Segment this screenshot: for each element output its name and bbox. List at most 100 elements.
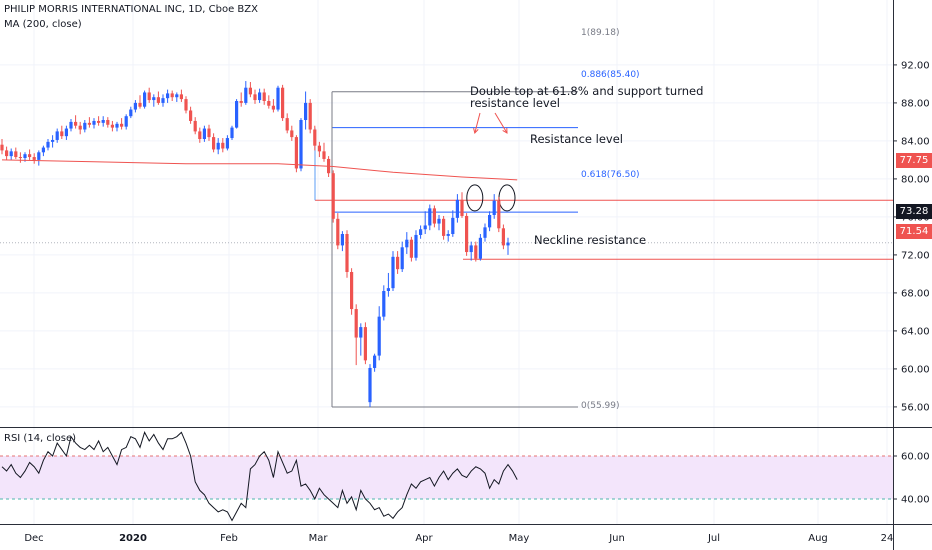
candle-body[interactable] bbox=[189, 110, 193, 121]
double-top-annotation-line2[interactable]: resistance level bbox=[470, 96, 560, 110]
candle-body[interactable] bbox=[14, 151, 18, 158]
candle-body[interactable] bbox=[212, 137, 216, 150]
candle-body[interactable] bbox=[340, 234, 344, 246]
candle-body[interactable] bbox=[382, 291, 386, 317]
candle-body[interactable] bbox=[336, 218, 340, 246]
candle-body[interactable] bbox=[175, 94, 179, 98]
candle-body[interactable] bbox=[179, 94, 183, 100]
candle-body[interactable] bbox=[377, 316, 381, 356]
candle-body[interactable] bbox=[258, 92, 262, 101]
candle-body[interactable] bbox=[267, 101, 271, 106]
candle-body[interactable] bbox=[69, 121, 73, 129]
candle-body[interactable] bbox=[451, 217, 455, 235]
neckline-annotation[interactable]: Neckline resistance bbox=[534, 233, 647, 247]
candle-body[interactable] bbox=[290, 130, 294, 138]
candle-body[interactable] bbox=[492, 200, 496, 216]
candle-body[interactable] bbox=[97, 120, 101, 123]
candle-body[interactable] bbox=[37, 152, 41, 160]
candle-body[interactable] bbox=[106, 120, 110, 125]
candle-body[interactable] bbox=[497, 200, 501, 229]
candle-body[interactable] bbox=[202, 128, 206, 140]
candle-body[interactable] bbox=[51, 139, 55, 142]
candle-body[interactable] bbox=[244, 87, 248, 103]
candle-body[interactable] bbox=[331, 173, 335, 219]
candle-body[interactable] bbox=[248, 87, 252, 95]
candle-body[interactable] bbox=[304, 102, 308, 121]
candle-body[interactable] bbox=[363, 327, 367, 361]
candle-body[interactable] bbox=[138, 102, 142, 107]
candle-body[interactable] bbox=[313, 129, 317, 146]
candle-body[interactable] bbox=[271, 105, 275, 110]
candle-body[interactable] bbox=[501, 228, 505, 246]
candle-body[interactable] bbox=[74, 121, 78, 126]
candle-body[interactable] bbox=[156, 97, 160, 103]
candle-body[interactable] bbox=[419, 229, 423, 235]
candle-body[interactable] bbox=[23, 154, 27, 159]
candle-body[interactable] bbox=[60, 131, 64, 137]
candle-body[interactable] bbox=[83, 122, 87, 130]
candle-body[interactable] bbox=[152, 97, 156, 101]
candle-body[interactable] bbox=[409, 239, 413, 258]
candle-body[interactable] bbox=[446, 234, 450, 236]
candle-body[interactable] bbox=[101, 120, 105, 123]
candle-body[interactable] bbox=[207, 128, 211, 138]
candle-body[interactable] bbox=[32, 157, 36, 160]
candle-body[interactable] bbox=[184, 99, 188, 111]
candle-body[interactable] bbox=[455, 199, 459, 218]
candle-body[interactable] bbox=[281, 87, 285, 119]
resistance-annotation[interactable]: Resistance level bbox=[530, 132, 623, 146]
candle-body[interactable] bbox=[506, 242, 510, 246]
candle-body[interactable] bbox=[308, 102, 312, 130]
candle-body[interactable] bbox=[64, 128, 68, 137]
candle-body[interactable] bbox=[147, 92, 151, 101]
candle-body[interactable] bbox=[198, 131, 202, 140]
candle-body[interactable] bbox=[115, 123, 119, 128]
candle-body[interactable] bbox=[299, 120, 303, 169]
candle-body[interactable] bbox=[405, 239, 409, 248]
candle-body[interactable] bbox=[262, 92, 266, 102]
candle-body[interactable] bbox=[317, 145, 321, 152]
candle-body[interactable] bbox=[253, 94, 257, 101]
candle-body[interactable] bbox=[133, 102, 137, 110]
candle-body[interactable] bbox=[432, 208, 436, 224]
candle-body[interactable] bbox=[488, 215, 492, 228]
candle-body[interactable] bbox=[221, 142, 225, 149]
candle-body[interactable] bbox=[428, 208, 432, 226]
candle-body[interactable] bbox=[87, 122, 91, 125]
candle-body[interactable] bbox=[166, 93, 170, 99]
candle-body[interactable] bbox=[285, 118, 289, 131]
candle-body[interactable] bbox=[193, 120, 197, 132]
candle-body[interactable] bbox=[442, 218, 446, 236]
candle-body[interactable] bbox=[359, 327, 363, 338]
candle-body[interactable] bbox=[239, 101, 243, 103]
candle-body[interactable] bbox=[483, 227, 487, 238]
candle-body[interactable] bbox=[474, 245, 478, 259]
candle-body[interactable] bbox=[469, 245, 473, 253]
candle-body[interactable] bbox=[400, 247, 404, 270]
candle-body[interactable] bbox=[345, 234, 349, 273]
candle-body[interactable] bbox=[437, 218, 441, 224]
candle-body[interactable] bbox=[124, 116, 128, 127]
candle-body[interactable] bbox=[18, 157, 22, 159]
candle-body[interactable] bbox=[5, 150, 9, 157]
candle-body[interactable] bbox=[465, 215, 469, 253]
candle-body[interactable] bbox=[55, 131, 59, 140]
candle-body[interactable] bbox=[161, 98, 165, 103]
candle-body[interactable] bbox=[129, 109, 133, 117]
ma-legend[interactable]: MA (200, close) bbox=[4, 19, 82, 30]
candle-body[interactable] bbox=[373, 355, 377, 368]
candle-body[interactable] bbox=[143, 92, 147, 107]
candle-body[interactable] bbox=[41, 147, 45, 153]
candle-body[interactable] bbox=[322, 151, 326, 159]
candle-body[interactable] bbox=[0, 144, 4, 151]
candle-body[interactable] bbox=[46, 141, 50, 148]
candle-body[interactable] bbox=[276, 87, 280, 110]
rsi-legend[interactable]: RSI (14, close) bbox=[4, 433, 77, 444]
candle-body[interactable] bbox=[78, 125, 82, 130]
candle-body[interactable] bbox=[120, 123, 124, 127]
candle-body[interactable] bbox=[423, 225, 427, 230]
candles-layer[interactable] bbox=[0, 81, 510, 407]
double-top-annotation-line1[interactable]: Double top at 61.8% and support turned bbox=[470, 84, 704, 98]
candle-body[interactable] bbox=[9, 151, 13, 157]
